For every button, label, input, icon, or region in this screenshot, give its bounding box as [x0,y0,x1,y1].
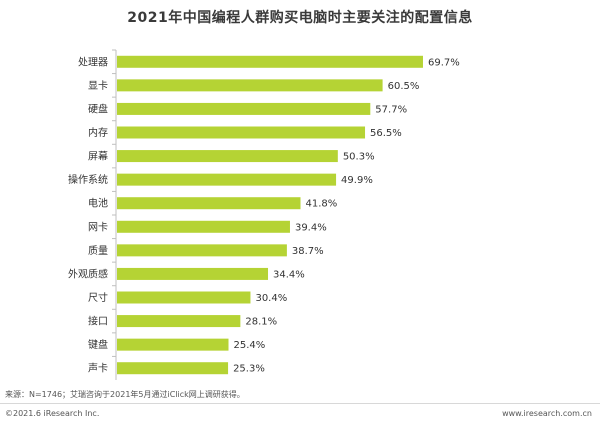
category-label: 操作系统 [68,173,108,186]
bar [117,338,229,351]
website-text: www.iresearch.com.cn [502,409,592,418]
value-label: 39.4% [295,222,327,233]
category-label: 尺寸 [88,291,108,304]
value-label: 56.5% [370,128,402,139]
category-label: 声卡 [88,362,108,375]
category-label: 键盘 [88,338,108,351]
bar [117,102,371,115]
value-label: 60.5% [388,81,420,92]
category-label: 硬盘 [88,102,108,115]
bar [117,244,287,257]
value-label: 25.3% [233,364,265,375]
category-label: 质量 [88,245,108,257]
bar [117,150,338,163]
category-label: 屏幕 [88,150,108,163]
value-label: 41.8% [306,199,338,210]
bar [117,362,229,375]
value-label: 25.4% [234,340,266,351]
category-label: 电池 [88,197,108,210]
bar [117,197,301,210]
copyright-text: ©2021.6 iResearch Inc. [5,409,100,418]
bar [117,291,251,304]
value-label: 50.3% [343,152,375,163]
category-label: 显卡 [88,79,108,92]
footer-divider [0,403,600,404]
category-label: 接口 [88,315,108,328]
bar-chart: 处理器 69.7% 显卡 60.5% 硬盘 57.7% 内存 56.5% 屏幕 50.3% 操作系统… [68,49,460,380]
value-label: 38.7% [292,246,324,257]
category-label: 处理器 [78,56,108,68]
bar [117,55,423,68]
bar [117,126,366,139]
bar [117,315,241,328]
value-label: 49.9% [341,175,373,186]
bar [117,220,290,233]
bar [117,173,337,186]
bar [117,267,269,280]
category-label: 内存 [88,126,108,139]
category-label: 网卡 [88,220,108,233]
value-label: 28.1% [245,317,277,328]
bar [117,79,383,92]
chart-title: 2021年中国编程人群购买电脑时主要关注的配置信息 [127,10,473,26]
category-label: 外观质感 [68,267,108,280]
value-label: 30.4% [255,293,287,304]
source-note: 来源：N=1746；艾瑞咨询于2021年5月通过iClick网上调研获得。 [5,390,245,399]
value-label: 34.4% [273,269,305,280]
value-label: 57.7% [375,104,407,115]
value-label: 69.7% [428,57,460,68]
